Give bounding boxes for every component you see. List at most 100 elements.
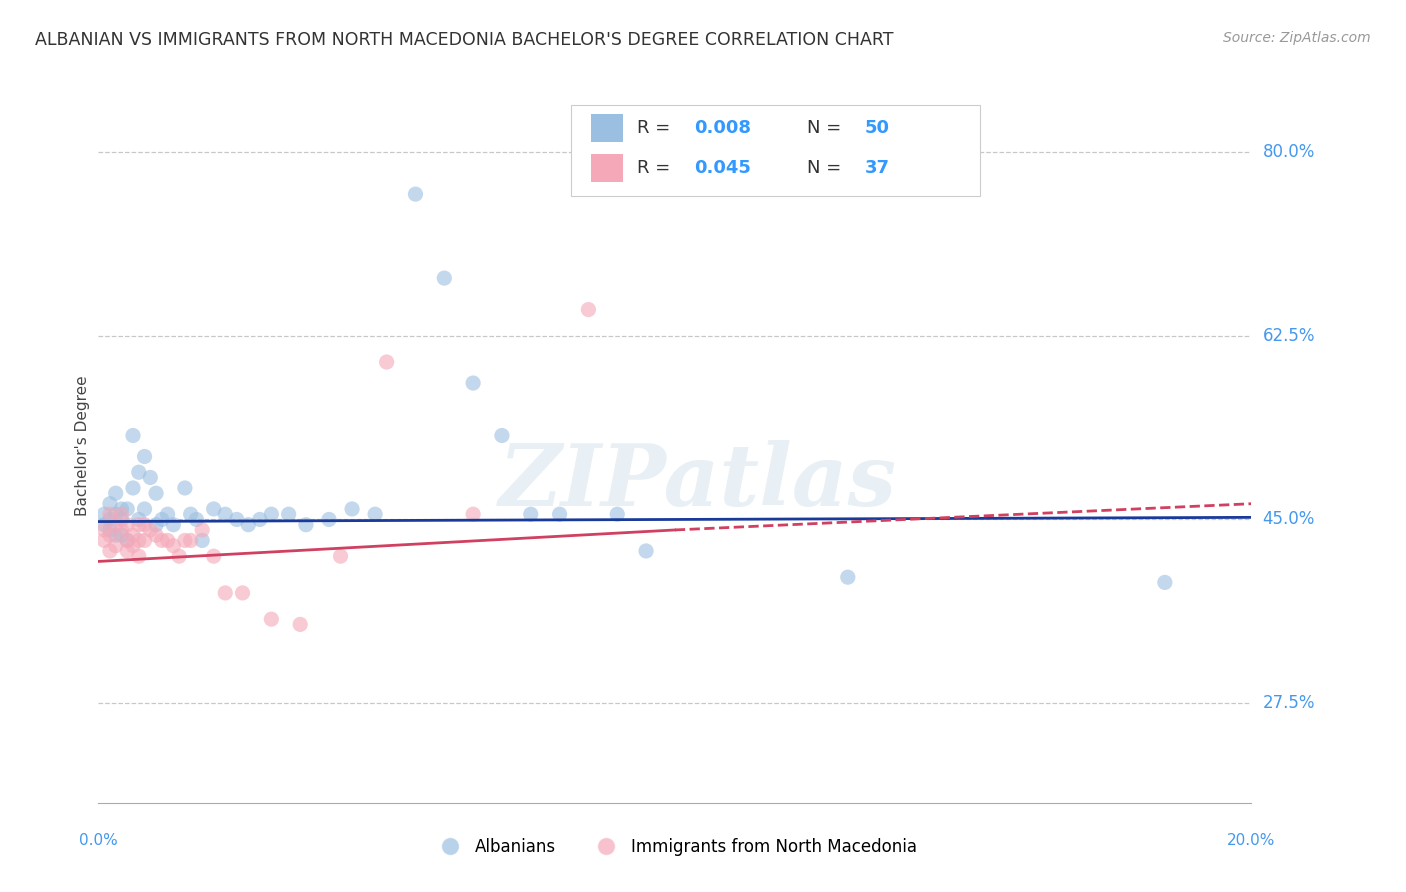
Text: ZIPatlas: ZIPatlas <box>499 440 897 524</box>
Point <box>93 507 115 521</box>
Text: N =: N = <box>807 159 848 177</box>
Point <box>139 470 162 484</box>
Point <box>98 512 121 526</box>
Text: 50: 50 <box>865 120 890 137</box>
Point <box>249 512 271 526</box>
Legend: Albanians, Immigrants from North Macedonia: Albanians, Immigrants from North Macedon… <box>426 831 924 863</box>
Point <box>405 187 427 202</box>
Point <box>238 517 260 532</box>
FancyBboxPatch shape <box>591 154 623 182</box>
Point <box>110 523 132 537</box>
Point <box>110 502 132 516</box>
Point <box>191 533 214 548</box>
Point <box>174 481 197 495</box>
Text: 45.0%: 45.0% <box>1263 510 1315 528</box>
Point <box>110 507 132 521</box>
Point <box>128 465 150 479</box>
Point <box>98 523 121 537</box>
Point <box>145 486 167 500</box>
Text: 62.5%: 62.5% <box>1263 326 1315 345</box>
Text: R =: R = <box>637 120 676 137</box>
Point <box>162 517 184 532</box>
Point <box>93 533 115 548</box>
Point <box>162 539 184 553</box>
Point <box>98 544 121 558</box>
Point <box>375 355 398 369</box>
Point <box>329 549 352 564</box>
FancyBboxPatch shape <box>591 114 623 142</box>
Point <box>191 523 214 537</box>
Point <box>145 517 167 532</box>
Point <box>117 502 138 516</box>
Text: 0.045: 0.045 <box>695 159 751 177</box>
Point <box>156 533 179 548</box>
Point <box>122 428 145 442</box>
Point <box>606 507 628 521</box>
Point <box>134 533 156 548</box>
Point <box>98 528 121 542</box>
Point <box>202 502 225 516</box>
Point <box>117 533 138 548</box>
Point <box>117 533 138 548</box>
Point <box>202 549 225 564</box>
Point <box>145 528 167 542</box>
Text: 0.0%: 0.0% <box>79 833 118 848</box>
Text: ALBANIAN VS IMMIGRANTS FROM NORTH MACEDONIA BACHELOR'S DEGREE CORRELATION CHART: ALBANIAN VS IMMIGRANTS FROM NORTH MACEDO… <box>35 31 894 49</box>
Point <box>491 428 513 442</box>
Point <box>636 544 658 558</box>
Point <box>295 517 318 532</box>
Point <box>128 533 150 548</box>
Point <box>150 533 173 548</box>
Point <box>134 502 156 516</box>
Point <box>340 502 363 516</box>
Point <box>104 517 127 532</box>
Text: 27.5%: 27.5% <box>1263 694 1315 712</box>
Text: 37: 37 <box>865 159 890 177</box>
Y-axis label: Bachelor's Degree: Bachelor's Degree <box>75 376 90 516</box>
Point <box>180 507 202 521</box>
Point <box>225 512 247 526</box>
Point <box>186 512 208 526</box>
FancyBboxPatch shape <box>571 105 980 196</box>
Point <box>548 507 571 521</box>
Point <box>134 517 156 532</box>
Text: 20.0%: 20.0% <box>1227 833 1275 848</box>
Point <box>128 549 150 564</box>
Point <box>117 517 138 532</box>
Point <box>290 617 312 632</box>
Point <box>104 507 127 521</box>
Point <box>93 517 115 532</box>
Point <box>214 507 236 521</box>
Point <box>122 539 145 553</box>
Point <box>98 497 121 511</box>
Point <box>214 586 236 600</box>
Text: N =: N = <box>807 120 848 137</box>
Point <box>167 549 190 564</box>
Point <box>364 507 387 521</box>
Text: 0.008: 0.008 <box>695 120 751 137</box>
Point <box>98 507 121 521</box>
Point <box>134 450 156 464</box>
Point <box>117 544 138 558</box>
Point <box>156 507 179 521</box>
Point <box>277 507 299 521</box>
Text: 80.0%: 80.0% <box>1263 143 1315 161</box>
Text: R =: R = <box>637 159 676 177</box>
Point <box>231 586 254 600</box>
Point <box>461 507 484 521</box>
Point <box>104 539 127 553</box>
Point <box>122 528 145 542</box>
Text: Source: ZipAtlas.com: Source: ZipAtlas.com <box>1223 31 1371 45</box>
Point <box>93 523 115 537</box>
Point <box>433 271 456 285</box>
Point <box>174 533 197 548</box>
Point <box>110 528 132 542</box>
Point <box>128 517 150 532</box>
Point <box>104 486 127 500</box>
Point <box>260 507 283 521</box>
Point <box>110 512 132 526</box>
Point <box>1153 575 1175 590</box>
Point <box>180 533 202 548</box>
Point <box>578 302 600 317</box>
Point <box>150 512 173 526</box>
